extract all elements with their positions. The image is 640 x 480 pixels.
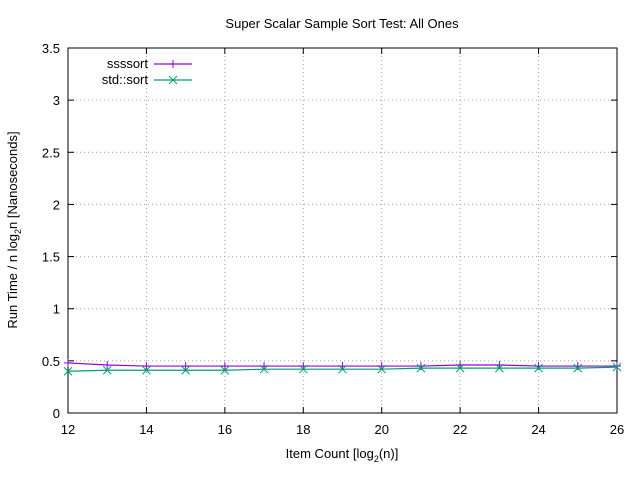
data-point <box>181 362 190 371</box>
y-tick-label: 2.5 <box>42 145 60 160</box>
data-point <box>455 363 465 373</box>
plot-frame <box>67 47 618 414</box>
x-tick-label: 26 <box>610 422 624 437</box>
x-tick-label: 16 <box>218 422 232 437</box>
legend-label-ssssort: ssssort <box>107 56 149 71</box>
legend: ssssort std::sort <box>102 56 192 87</box>
data-point <box>534 363 543 373</box>
x-tick-label: 14 <box>139 422 153 437</box>
data-point <box>416 362 425 371</box>
data-point <box>64 358 72 367</box>
data-point <box>573 363 583 373</box>
x-tick-label: 12 <box>61 422 75 437</box>
y-tick-label: 3 <box>53 93 60 108</box>
data-point <box>298 364 308 374</box>
y-tick-label: 0.5 <box>42 354 60 369</box>
data-point <box>534 362 543 371</box>
x-tick-label: 22 <box>453 422 467 437</box>
data-point <box>613 362 621 371</box>
data-point <box>377 364 387 374</box>
data-point <box>102 365 112 375</box>
data-point <box>220 362 229 371</box>
data-point <box>142 362 151 371</box>
series-std-sort <box>63 362 622 376</box>
data-point <box>220 365 230 375</box>
y-tick-label: 3.5 <box>42 41 60 56</box>
x-tick-label: 20 <box>374 422 388 437</box>
legend-marker-std-sort <box>168 75 178 85</box>
data-point <box>338 364 347 374</box>
y-tick-label: 1 <box>53 302 60 317</box>
chart-title: Super Scalar Sample Sort Test: All Ones <box>225 16 459 31</box>
y-tick-label: 2 <box>53 197 60 212</box>
data-point <box>416 363 426 373</box>
x-axis-title: Item Count [log2(n)] <box>286 446 399 464</box>
data-point <box>259 364 269 374</box>
grid <box>68 48 617 413</box>
y-tick-label: 1.5 <box>42 250 60 265</box>
y-tick-label: 0 <box>53 406 60 421</box>
data-point <box>573 362 582 371</box>
data-point <box>103 361 112 370</box>
axis-ticks: 12 14 16 18 20 22 24 26 0 0.5 1 1.5 2 2.5 3 3.5 <box>42 41 624 437</box>
legend-label-std-sort: std::sort <box>102 72 149 87</box>
data-point <box>142 365 151 375</box>
series-group <box>63 358 622 376</box>
legend-marker-ssssort <box>169 60 177 68</box>
data-point <box>181 365 190 375</box>
data-point <box>495 363 504 373</box>
x-tick-label: 24 <box>531 422 545 437</box>
data-point <box>612 362 622 372</box>
x-tick-label: 18 <box>296 422 310 437</box>
y-axis-title: Run Time / n log2n [Nanoseconds] <box>5 131 23 328</box>
data-point <box>63 366 73 376</box>
